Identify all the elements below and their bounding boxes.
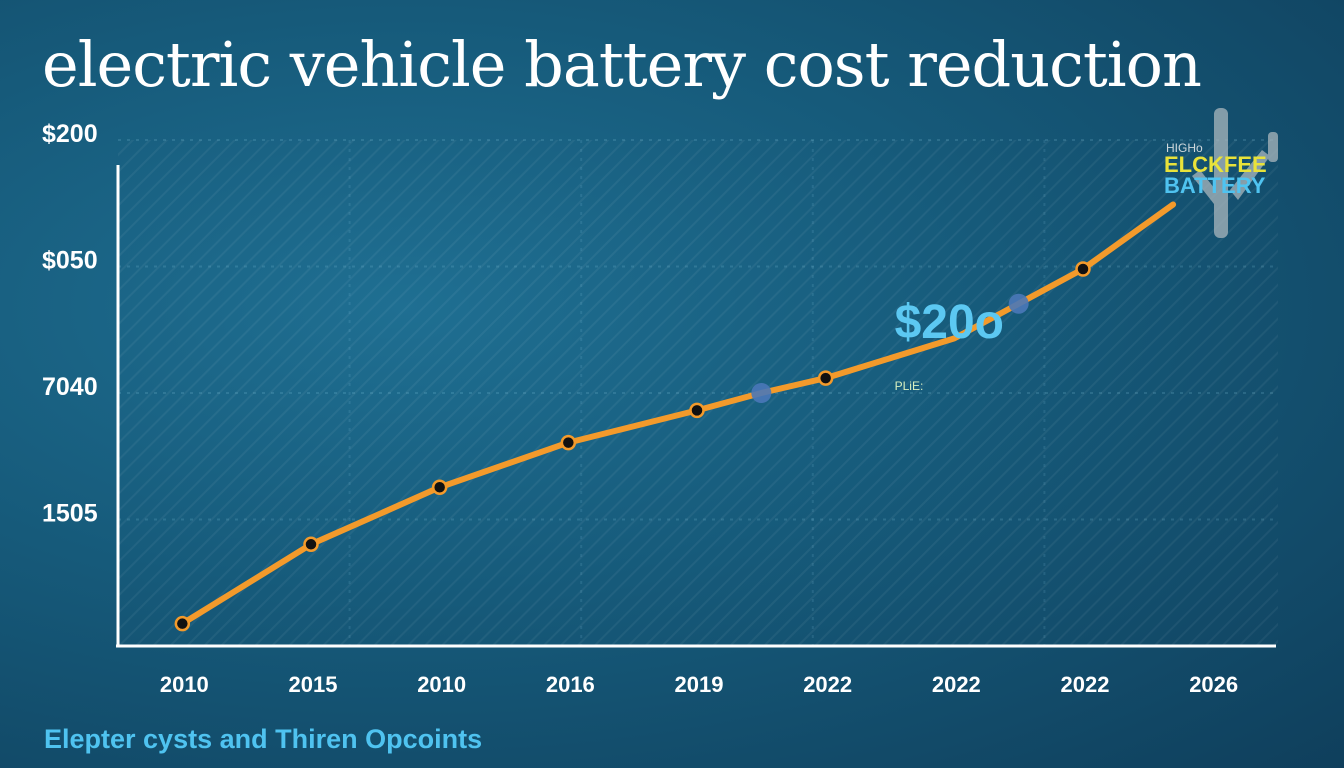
battery-badge: HIGHo ELCKFEE BATTERY — [1164, 108, 1278, 238]
x-tick-label: 2010 — [417, 672, 466, 697]
y-tick-labels: $200 $050 7040 1505 — [42, 120, 98, 528]
axes — [116, 165, 1276, 648]
y-tick-label: 1505 — [42, 500, 98, 528]
x-tick-label: 2015 — [289, 672, 338, 697]
x-tick-labels: 2010 2015 2010 2016 2019 2022 2022 2022 2026 — [160, 672, 1238, 697]
annotation-value: $20o — [895, 296, 1004, 349]
annotation-label: PLiE: — [895, 379, 924, 393]
grid-lines — [118, 139, 1276, 646]
plot-area-background — [118, 140, 1278, 645]
data-point — [174, 615, 191, 632]
x-tick-label: 2016 — [546, 672, 595, 697]
data-point — [689, 402, 705, 419]
x-tick-label: 2022 — [803, 672, 852, 697]
y-tick-label: $200 — [42, 120, 98, 148]
x-tick-label: 2022 — [932, 672, 981, 697]
x-tick-label: 2019 — [675, 672, 724, 697]
battery-plug-icon — [1192, 108, 1278, 238]
data-point — [431, 479, 448, 496]
x-tick-label: 2022 — [1061, 672, 1110, 697]
badge-line1: HIGHo — [1166, 141, 1203, 155]
x-tick-label: 2026 — [1189, 672, 1238, 697]
annotations: $20o PLiE: — [895, 296, 1004, 393]
data-point — [303, 536, 319, 553]
highlight-point — [1008, 293, 1029, 314]
data-points — [174, 261, 1091, 632]
data-point — [1075, 261, 1091, 277]
badge-line2: ELCKFEE — [1164, 152, 1267, 177]
badge-line3: BATTERY — [1164, 173, 1266, 198]
x-tick-label: 2010 — [160, 672, 209, 697]
y-tick-label: $050 — [42, 247, 98, 275]
data-point — [817, 370, 834, 386]
y-tick-label: 7040 — [42, 373, 98, 401]
highlight-point — [751, 383, 772, 403]
data-point — [560, 434, 577, 451]
chart-caption: Elepter cysts and Thiren Opcoints — [44, 724, 483, 754]
chart-title: electric vehicle battery cost reduction — [42, 28, 1202, 101]
